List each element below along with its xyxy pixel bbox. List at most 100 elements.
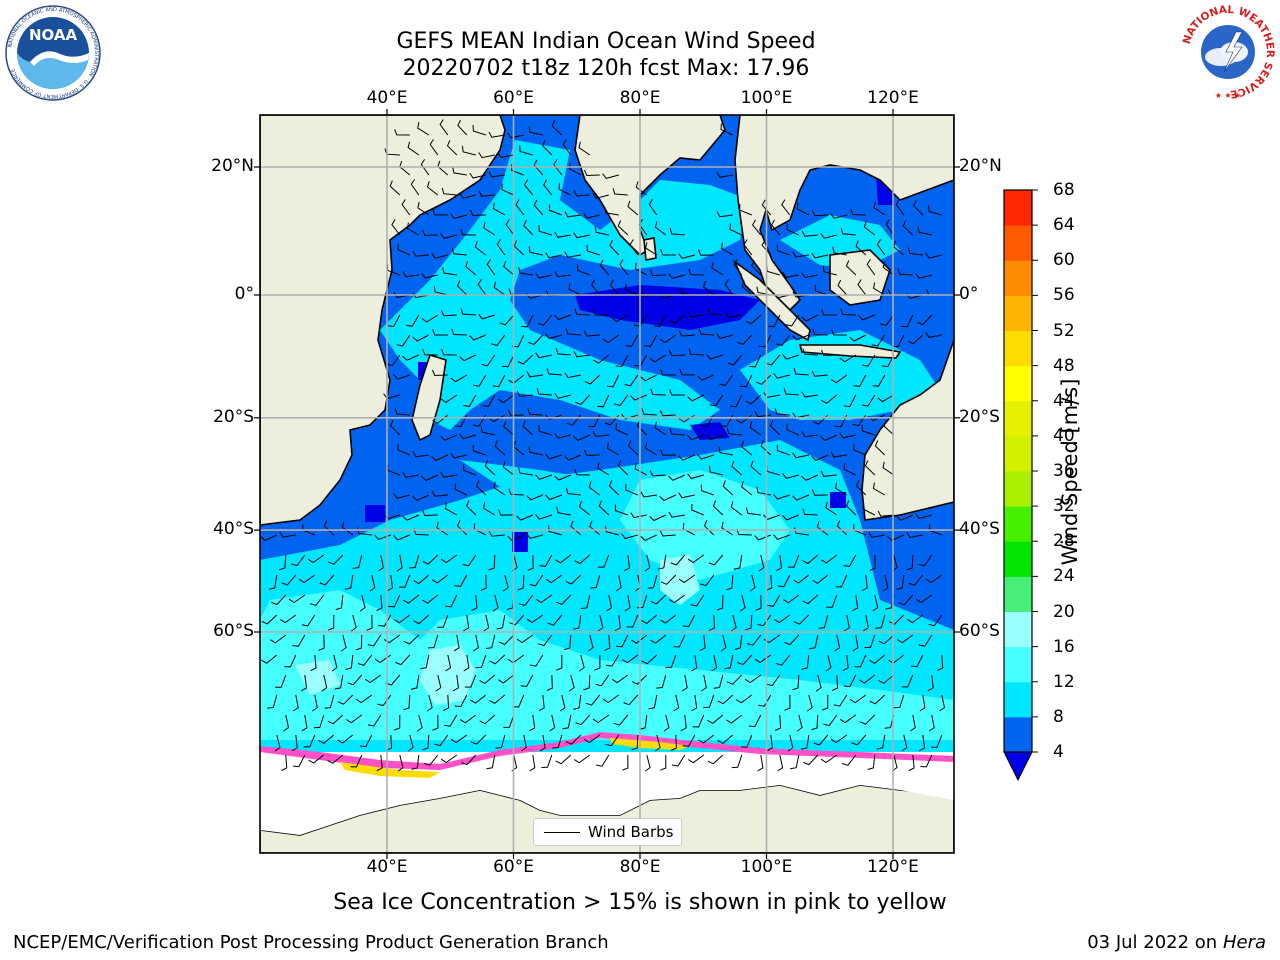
wind-barb: [859, 674, 876, 684]
colorbar-swatch: [1004, 541, 1032, 577]
colorbar-tick-label: 12: [1053, 671, 1075, 692]
wind-barb: [399, 574, 411, 588]
wind-barb: [538, 225, 552, 236]
colorbar-tick-label: 48: [1053, 355, 1075, 376]
wind-barb: [809, 634, 819, 650]
wind-barb: [497, 394, 515, 404]
wind-barb: [281, 754, 288, 771]
wind-barb: [545, 414, 562, 420]
wind-barb: [605, 525, 619, 536]
wind-barb: [852, 634, 859, 652]
wind-barb: [925, 332, 942, 338]
wind-barb: [640, 534, 658, 541]
wind-barb: [341, 521, 354, 536]
wind-barb: [773, 534, 790, 540]
wind-barb: [801, 314, 819, 322]
wind-barb: [634, 262, 648, 276]
wind-barb: [393, 374, 410, 380]
wind-barb: [857, 279, 867, 296]
wind-barb: [669, 428, 685, 436]
wind-barb: [516, 390, 533, 397]
wind-barb: [535, 352, 552, 359]
wind-barb: [473, 414, 487, 427]
wind-barb: [825, 654, 832, 672]
wind-barb: [625, 334, 639, 347]
wind-barb: [765, 354, 781, 366]
wind-barb: [357, 654, 373, 666]
wind-barb: [917, 314, 933, 326]
wind-barb: [549, 204, 562, 216]
wind-barb: [411, 754, 420, 770]
wind-barb: [454, 483, 468, 496]
wind-barb: [473, 374, 487, 387]
wind-barb: [613, 714, 629, 726]
wind-barb: [605, 734, 620, 747]
colorbar-swatch: [1004, 260, 1032, 296]
lat-label-left: 40°S: [213, 519, 254, 540]
wind-barb: [331, 654, 338, 672]
wind-barb: [703, 281, 715, 296]
wind-barb: [462, 554, 477, 567]
wind-barb: [811, 252, 828, 259]
wind-barb: [745, 507, 761, 516]
wind-barb: [821, 394, 838, 404]
wind-barb: [623, 554, 631, 572]
wind-barb: [820, 754, 838, 764]
wind-barb: [761, 239, 772, 256]
wind-barb: [553, 159, 563, 176]
wind-barb: [452, 674, 459, 692]
wind-barb: [533, 159, 544, 176]
wind-barb: [292, 694, 299, 712]
wind-barb: [568, 674, 575, 692]
colorbar-tick-label: 60: [1053, 250, 1075, 271]
wind-barb: [855, 240, 867, 256]
sumatra: [733, 259, 811, 342]
wind-barb: [499, 634, 515, 645]
wind-barb: [412, 334, 430, 342]
wind-barb: [745, 394, 762, 405]
wind-barb: [792, 494, 809, 501]
wind-barb: [423, 754, 439, 766]
wind-barb: [649, 269, 666, 277]
noaa-logo: NOAA NATIONAL OCEANIC AND ATMOSPHERIC AD…: [5, 5, 101, 101]
wind-barb: [650, 634, 667, 644]
wind-barb: [526, 533, 543, 539]
wind-barb: [460, 229, 476, 236]
wind-barb: [796, 202, 810, 216]
wind-barb: [654, 421, 667, 436]
wind-barb: [830, 213, 847, 219]
wind-barb: [802, 554, 819, 565]
wind-barb: [625, 283, 638, 296]
wind-barb: [573, 434, 591, 441]
wind-barb: [717, 694, 734, 705]
wind-barb: [474, 241, 487, 256]
wind-barb: [604, 634, 611, 652]
wind-barb: [606, 442, 620, 456]
wind-barb: [640, 491, 657, 498]
wind-barb: [271, 594, 287, 606]
wind-barb: [503, 260, 515, 276]
wind-barb: [614, 614, 621, 632]
colorbar-swatch: [1004, 435, 1032, 472]
wind-barb: [291, 734, 298, 752]
wind-barb: [814, 284, 828, 296]
wind-barb: [355, 634, 363, 651]
colorbar-tick-label: 40: [1053, 425, 1075, 446]
wind-barb: [422, 348, 438, 356]
wind-barb: [625, 483, 638, 496]
wind-barb: [720, 634, 727, 652]
wind-barb: [735, 694, 753, 704]
wind-barb: [878, 674, 895, 684]
wind-barb: [660, 755, 667, 771]
colorbar-swatch: [1004, 400, 1032, 437]
wind-barb: [811, 714, 819, 731]
wind-barb: [592, 309, 609, 316]
wind-barb: [654, 734, 661, 752]
colorbar-swatch: [1004, 576, 1032, 612]
wind-barb: [862, 354, 876, 367]
wind-barb: [650, 594, 667, 605]
wind-barb: [517, 574, 525, 591]
wind-barb: [784, 634, 800, 646]
wind-barb: [318, 734, 335, 744]
wind-barb: [614, 504, 628, 516]
